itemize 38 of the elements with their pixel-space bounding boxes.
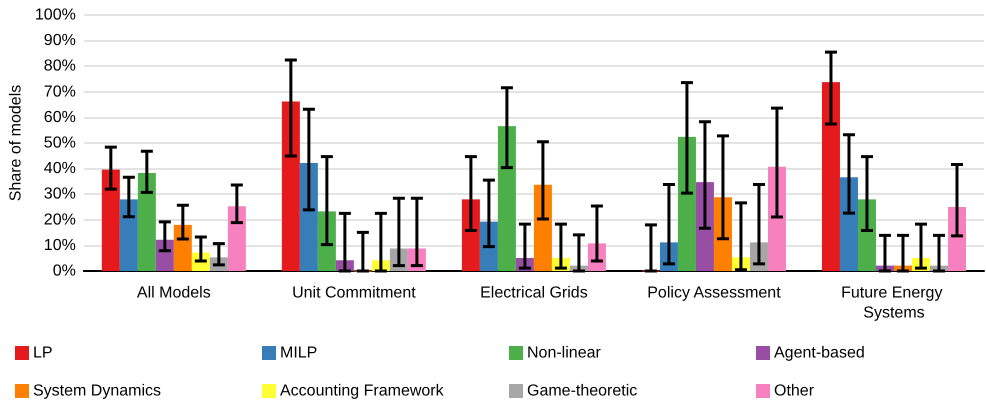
bar — [102, 170, 120, 271]
bar — [282, 102, 300, 271]
y-tick-label: 70% — [44, 83, 76, 100]
y-tick-label: 0% — [52, 262, 76, 280]
y-tick-label: 10% — [44, 236, 76, 254]
legend-label: Agent-based — [774, 344, 865, 362]
legend-label: Non-linear — [527, 344, 602, 362]
x-tick-label: Policy Assessment — [647, 284, 782, 302]
y-tick-label: 100% — [34, 6, 76, 24]
y-tick-label: 60% — [44, 108, 76, 126]
bar — [768, 166, 786, 271]
bar — [228, 206, 246, 271]
bar — [120, 199, 138, 271]
legend-label: Other — [774, 382, 815, 400]
x-tick-label: All Models — [136, 284, 211, 302]
bar — [462, 199, 480, 271]
legend-label: MILP — [280, 344, 318, 362]
y-axis-title: Share of models — [8, 84, 24, 202]
x-tick-label: Electrical Grids — [480, 284, 588, 302]
x-tick-label: Unit Commitment — [292, 284, 416, 302]
legend-label: LP — [33, 344, 53, 362]
y-tick-label: 80% — [44, 58, 76, 75]
bar — [300, 162, 318, 271]
bar — [138, 172, 156, 271]
bar — [174, 224, 192, 271]
bar — [498, 126, 516, 271]
x-tick-label: Future Energy Systems — [841, 284, 947, 322]
bar — [840, 177, 858, 271]
y-tick-label: 50% — [44, 134, 76, 152]
y-tick-label: 30% — [44, 186, 76, 203]
bar — [678, 136, 696, 271]
y-tick-label: 90% — [44, 32, 76, 50]
legend-label: Game-theoretic — [527, 382, 638, 400]
y-tick-label: 20% — [44, 211, 76, 228]
legend-label: System Dynamics — [33, 382, 162, 400]
legend-label: Accounting Framework — [280, 382, 445, 400]
y-tick-label: 40% — [44, 160, 76, 178]
bar — [822, 82, 840, 271]
